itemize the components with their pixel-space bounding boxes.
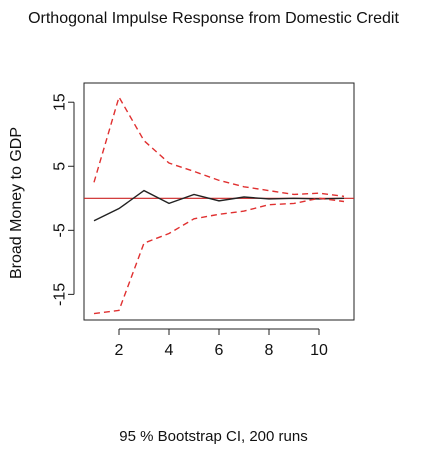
x-tick-label: 4 [165,342,174,359]
x-axis-label: 95 % Bootstrap CI, 200 runs [119,428,308,445]
y-axis: -15 -5 5 15 [52,93,75,306]
x-tick-label: 10 [310,342,328,359]
x-tick-label: 8 [265,342,274,359]
y-tick-label: -15 [52,283,69,306]
chart-title: Orthogonal Impulse Response from Domesti… [28,10,399,27]
series-response-line [93,189,345,222]
y-tick-label: 15 [52,93,69,111]
y-tick-label: 5 [52,162,69,171]
y-tick-label: -5 [52,223,69,237]
series-lower-ci-line [93,197,345,315]
x-tick-label: 6 [215,342,224,359]
x-axis: 2 4 6 8 10 [115,328,328,359]
series-layer [93,95,345,315]
plot-frame [83,82,355,321]
x-tick-label: 2 [115,342,124,359]
series-upper-ci-line [93,95,345,198]
